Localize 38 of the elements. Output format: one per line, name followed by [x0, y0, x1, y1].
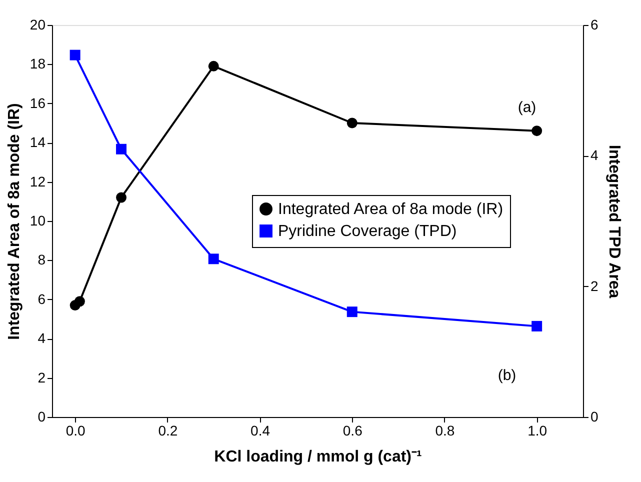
point: [70, 50, 80, 60]
x-tick-label: 0.2: [158, 422, 178, 438]
y2-tick-label: 4: [590, 147, 598, 164]
y-tick-label: 18: [30, 56, 46, 72]
x-tick-label: 1.0: [528, 422, 548, 438]
annotation: (b): [498, 367, 516, 384]
point: [346, 118, 358, 128]
y-tick-label: 6: [38, 290, 46, 307]
legend-label: Integrated Area of 8a mode (IR): [278, 201, 504, 218]
annotation: (a): [518, 99, 536, 116]
y-tick-label: 0: [38, 408, 46, 424]
point: [116, 192, 127, 203]
y-tick-label: 10: [30, 212, 46, 228]
y-tick-label: 8: [38, 252, 46, 268]
y-tick-label: 14: [30, 134, 46, 150]
point: [74, 296, 85, 307]
y2-tick-label: 6: [590, 16, 598, 32]
x-tick-label: 0.8: [435, 422, 455, 438]
x-tick-label: 0.0: [66, 422, 86, 438]
legend-label: Pyridine Coverage (TPD): [278, 223, 457, 240]
y2-axis-title: Integrated TPD Area: [605, 144, 622, 298]
y-tick-label: 4: [38, 330, 46, 346]
point: [116, 144, 127, 154]
point: [532, 320, 542, 332]
x-tick-label: 0.6: [342, 422, 363, 438]
y-tick-label: 12: [30, 173, 46, 190]
point: [208, 60, 219, 72]
y-tick-label: 2: [38, 369, 46, 386]
x-tick-label: 0.4: [250, 422, 270, 438]
y2-tick-label: 0: [590, 408, 598, 424]
point: [346, 306, 358, 318]
point: [532, 126, 542, 136]
x-axis-title: KCl loading / mmol g (cat)⁻¹: [214, 448, 422, 466]
y-tick-label: 16: [30, 94, 46, 111]
point: [208, 254, 219, 264]
y-axis-title: Integrated Area of 8a mode (IR): [6, 103, 23, 340]
y-tick-label: 20: [30, 16, 46, 32]
y2-tick-label: 2: [590, 278, 598, 294]
